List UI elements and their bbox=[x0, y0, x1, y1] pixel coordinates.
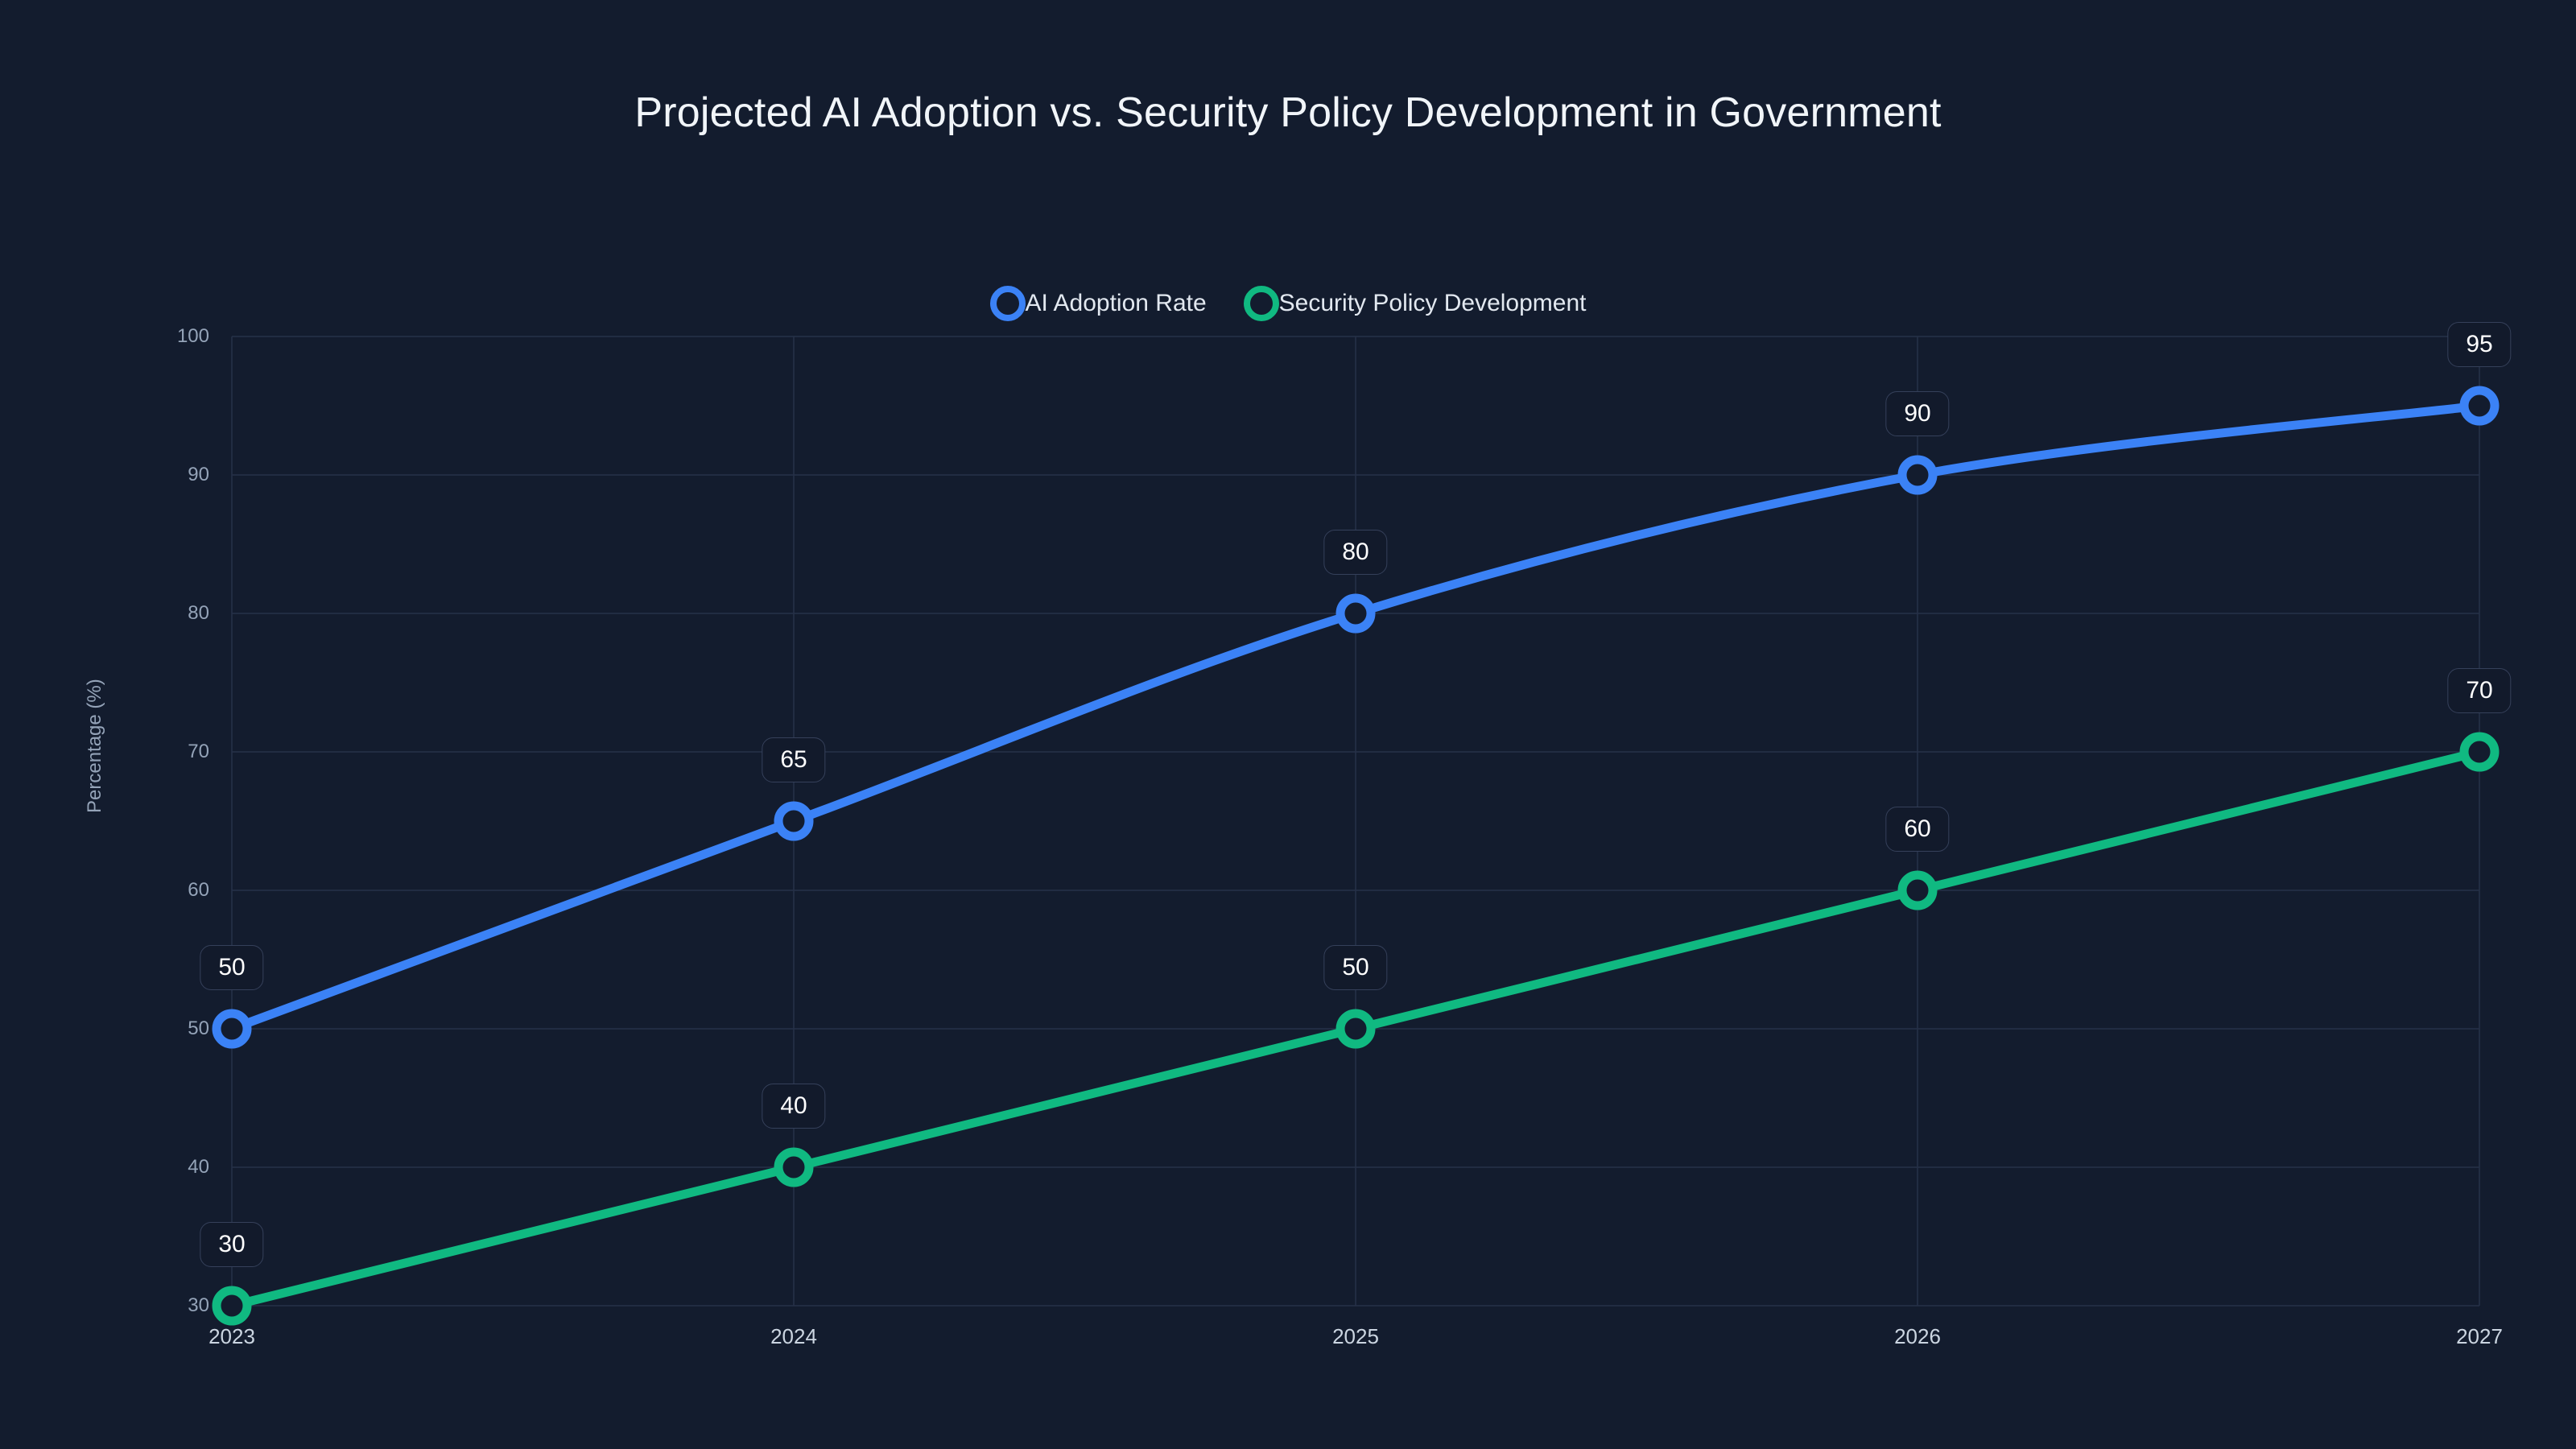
x-axis-tick-label: 2027 bbox=[2456, 1324, 2503, 1348]
data-point-marker[interactable] bbox=[212, 1009, 252, 1049]
y-axis-tick-label: 90 bbox=[188, 464, 209, 485]
data-point-marker[interactable] bbox=[1335, 1009, 1376, 1049]
data-point-label: 60 bbox=[1885, 807, 1950, 852]
data-point-label: 80 bbox=[1323, 530, 1388, 575]
y-axis-tick-label: 80 bbox=[188, 602, 209, 624]
grid-lines bbox=[231, 336, 2480, 1307]
data-point-label: 70 bbox=[2447, 668, 2512, 713]
y-axis-tick-label: 30 bbox=[188, 1294, 209, 1316]
data-point-label: 50 bbox=[200, 945, 264, 990]
data-point-marker[interactable] bbox=[212, 1286, 252, 1326]
y-axis-tick-label: 40 bbox=[188, 1156, 209, 1178]
data-point-label: 95 bbox=[2447, 322, 2512, 367]
data-point-label: 30 bbox=[200, 1222, 264, 1267]
ring-marker-blue-icon bbox=[989, 286, 1026, 321]
x-axis-tick-label: 2026 bbox=[1894, 1324, 1941, 1348]
data-point-marker[interactable] bbox=[2459, 732, 2500, 772]
data-point-label: 40 bbox=[762, 1084, 826, 1129]
data-point-marker[interactable] bbox=[774, 1147, 814, 1187]
x-axis-tick-label: 2025 bbox=[1332, 1324, 1379, 1348]
data-point-label: 90 bbox=[1885, 391, 1950, 436]
chart-legend: AI Adoption Rate Security Policy Develop… bbox=[0, 286, 2576, 321]
y-axis-tick-label: 70 bbox=[188, 741, 209, 762]
y-axis-tick-label: 100 bbox=[176, 325, 209, 347]
y-axis-tick-label: 60 bbox=[188, 879, 209, 901]
ring-marker-green-icon bbox=[1243, 286, 1279, 321]
data-point-marker[interactable] bbox=[2459, 386, 2500, 426]
x-axis-tick-label: 2024 bbox=[770, 1324, 817, 1348]
legend-item-ai-adoption-rate[interactable]: AI Adoption Rate bbox=[989, 286, 1207, 321]
legend-item-security-policy-development[interactable]: Security Policy Development bbox=[1243, 286, 1587, 321]
legend-label-security-policy-development: Security Policy Development bbox=[1278, 290, 1587, 316]
chart-title: Projected AI Adoption vs. Security Polic… bbox=[634, 89, 1942, 136]
data-point-marker[interactable] bbox=[1897, 455, 1938, 495]
legend-label-ai-adoption-rate: AI Adoption Rate bbox=[1025, 290, 1207, 316]
x-axis-tick-label: 2023 bbox=[208, 1324, 255, 1348]
y-axis-tick-label: 50 bbox=[188, 1018, 209, 1039]
data-point-label: 50 bbox=[1323, 945, 1388, 990]
series-markers bbox=[212, 386, 2500, 1326]
data-point-marker[interactable] bbox=[774, 801, 814, 841]
data-point-marker[interactable] bbox=[1335, 593, 1376, 634]
data-point-marker[interactable] bbox=[1897, 870, 1938, 910]
data-point-label: 65 bbox=[762, 737, 826, 782]
